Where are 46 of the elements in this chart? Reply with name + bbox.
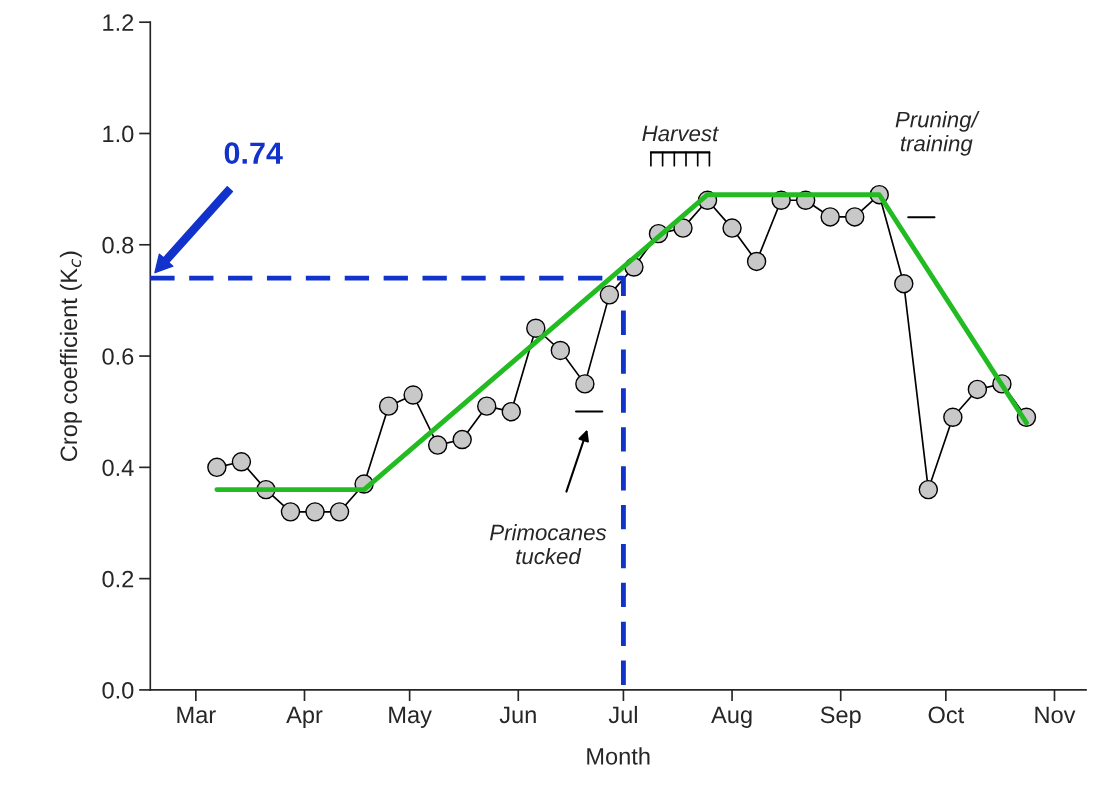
x-tick-label: Jun <box>499 706 536 724</box>
point <box>280 502 301 522</box>
point <box>378 396 399 416</box>
point <box>967 379 988 400</box>
point <box>550 340 571 361</box>
point <box>918 479 939 500</box>
point <box>894 273 914 294</box>
point <box>501 401 521 422</box>
point <box>722 218 742 238</box>
x-tick-label: Jul <box>608 705 637 724</box>
x-tick-label: Mar <box>177 706 216 724</box>
point <box>746 251 767 272</box>
point <box>943 407 963 427</box>
y-tick-label: 1.0 <box>103 125 134 143</box>
annotation: Primocanes tucked <box>490 524 607 565</box>
point <box>673 218 693 238</box>
y-tick-label: 0.6 <box>102 348 134 365</box>
annotation: Pruning/ training <box>895 111 980 156</box>
y-tick-label: 1.2 <box>103 14 134 31</box>
point <box>820 207 840 227</box>
point <box>452 429 472 450</box>
x-axis-title: Month <box>587 747 650 765</box>
y-tick-label: 0.2 <box>102 570 134 588</box>
point <box>845 207 865 227</box>
point <box>403 385 423 405</box>
annotation: 0.74 <box>224 142 283 164</box>
y-tick-label: 0.0 <box>102 681 134 699</box>
y-tick-label: 0.4 <box>102 459 134 477</box>
point <box>477 396 497 416</box>
point <box>599 285 620 305</box>
x-tick-label: Apr <box>286 706 323 728</box>
x-tick-label: May <box>389 706 432 728</box>
annotation: Harvest <box>642 125 719 142</box>
y-tick-label: 0.8 <box>102 236 134 254</box>
point <box>305 502 325 522</box>
point <box>526 318 546 338</box>
point <box>575 374 595 394</box>
point <box>207 457 227 478</box>
point <box>329 502 350 522</box>
x-tick-label: Nov <box>1035 706 1076 724</box>
point <box>427 435 448 455</box>
x-tick-label: Sep <box>820 706 861 728</box>
x-tick-label: Oct <box>928 706 965 724</box>
point <box>231 452 252 472</box>
y-axis-title: Crop coefficient (K$_{c}$) <box>59 251 82 461</box>
x-tick-label: Aug <box>711 706 752 728</box>
